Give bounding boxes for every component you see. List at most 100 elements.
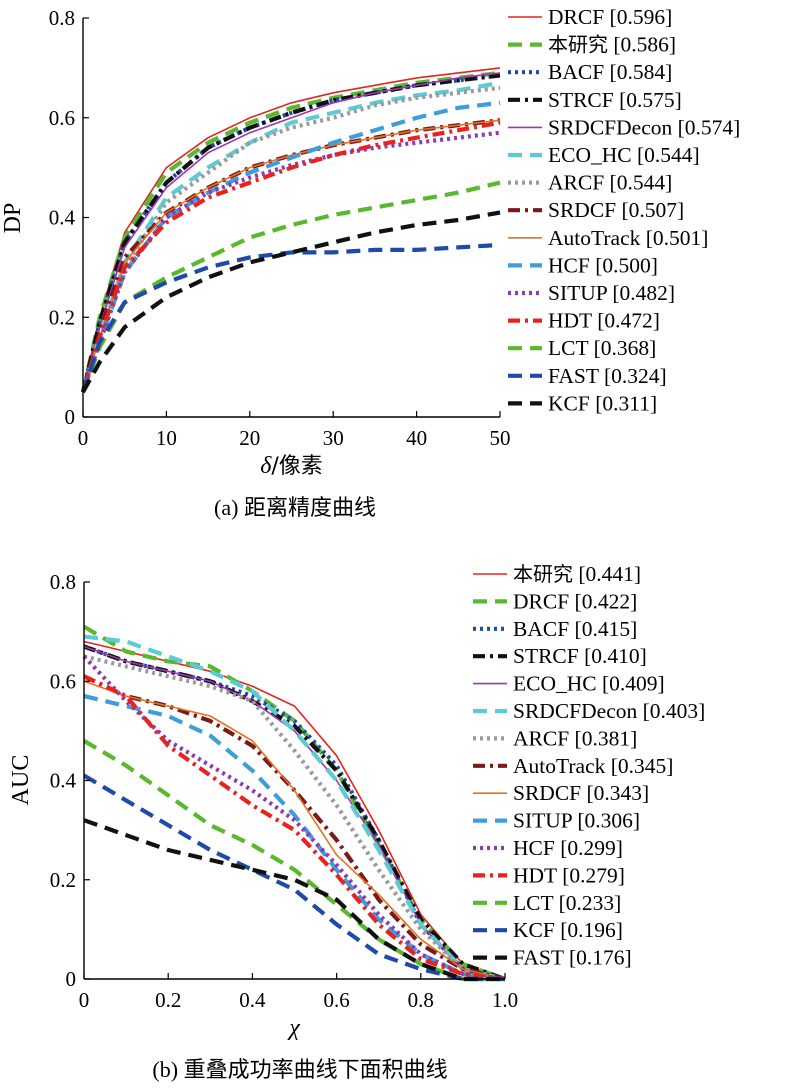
dp-legend-series-name: 本研究 [548, 33, 608, 57]
dp-legend-series-score: [0.501] [640, 226, 708, 250]
dp-series-line-4 [82, 72, 501, 393]
auc-legend-series-name: SRDCFDecon [513, 699, 637, 723]
auc-series-line-9 [83, 694, 506, 982]
auc-series-line-5 [83, 634, 506, 982]
chart-dp: 0 10 20 30 40 50 0 0.2 0.4 0.6 0.8 DP δ/像素 DRCF [0.59… [0, 5, 740, 479]
dp-legend-series-score: [0.574] [672, 115, 740, 139]
dp-legend-series-name: SRDCF [548, 198, 616, 222]
dp-x-tick-label: 0 [78, 426, 89, 450]
auc-series-line-10 [82, 654, 506, 982]
auc-legend-label: DRCF [0.422] [513, 589, 637, 613]
dp-legend-label: HCF [0.500] [548, 253, 658, 277]
auc-series-line-12 [82, 738, 505, 982]
dp-legend-series-name: BACF [548, 60, 604, 84]
auc-legend-series-name: DRCF [513, 589, 569, 613]
dp-legend-label: AutoTrack [0.501] [548, 226, 708, 250]
auc-series-line-8 [83, 680, 506, 980]
auc-legend-series-score: [0.345] [605, 754, 673, 778]
auc-legend-label: AutoTrack [0.345] [513, 754, 673, 778]
dp-legend-series-name: SRDCFDecon [548, 115, 672, 139]
auc-legend-label: STRCF [0.410] [513, 644, 647, 668]
auc-series-line-0 [83, 640, 506, 980]
auc-x-tick-label: 0.4 [239, 988, 266, 1012]
auc-legend-series-score: [0.299] [555, 836, 623, 860]
auc-legend-label: SRDCF [0.343] [513, 781, 649, 805]
auc-legend-label: FAST [0.176] [513, 946, 632, 970]
dp-legend-series-score: [0.596] [604, 5, 672, 29]
auc-legend-series-name: ARCF [513, 726, 569, 750]
auc-x-axis-label: χ [287, 1015, 301, 1041]
dp-legend-label: BACF [0.584] [548, 60, 672, 84]
dp-legend-series-name: ECO_HC [548, 143, 632, 167]
dp-legend-label: SRDCF [0.507] [548, 198, 684, 222]
dp-legend-series-score: [0.482] [607, 281, 675, 305]
dp-legend: DRCF [0.596]本研究 [0.586]BACF [0.584]STRCF… [508, 5, 740, 415]
dp-legend-series-name: DRCF [548, 5, 604, 29]
dp-legend-label: ECO_HC [0.544] [548, 143, 700, 167]
caption-a: (a) 距离精度曲线 [214, 495, 376, 520]
auc-series-line-13 [82, 773, 505, 982]
auc-legend-series-score: [0.279] [557, 863, 625, 887]
auc-legend-series-name: SITUP [513, 809, 573, 833]
auc-series-line-11 [83, 674, 506, 982]
dp-legend-series-score: [0.368] [588, 336, 656, 360]
dp-series-line-0 [82, 67, 501, 393]
dp-legend-series-name: SITUP [548, 281, 608, 305]
dp-legend-series-name: KCF [548, 391, 590, 415]
auc-legend-series-name: HDT [513, 863, 557, 887]
dp-y-tick-label: 0.6 [49, 106, 75, 130]
auc-legend-series-score: [0.306] [572, 809, 640, 833]
auc-legend-series-score: [0.343] [581, 781, 649, 805]
dp-legend-label: SRDCFDecon [0.574] [548, 115, 740, 139]
dp-x-tick-label: 10 [156, 426, 177, 450]
auc-legend-series-score: [0.403] [637, 699, 705, 723]
auc-legend-label: SRDCFDecon [0.403] [513, 699, 705, 723]
auc-series-line-1 [82, 624, 506, 981]
dp-series-line-11 [80, 120, 501, 393]
auc-x-tick-label: 1.0 [492, 988, 518, 1012]
dp-legend-series-score: [0.584] [604, 60, 672, 84]
auc-legend-label: 本研究 [0.441] [513, 562, 641, 586]
auc-series-line-2 [83, 644, 506, 982]
dp-legend-series-name: HDT [548, 309, 592, 333]
dp-legend-label: DRCF [0.596] [548, 5, 672, 29]
dp-legend-series-score: [0.324] [599, 364, 667, 388]
auc-legend-label: ECO_HC [0.409] [513, 672, 665, 696]
auc-series-line-14 [83, 818, 505, 982]
dp-legend-series-name: STRCF [548, 88, 614, 112]
dp-y-tick-label: 0.2 [49, 305, 75, 329]
auc-legend-series-score: [0.410] [579, 644, 647, 668]
auc-legend-label: HDT [0.279] [513, 863, 625, 887]
dp-legend-series-score: [0.500] [590, 253, 658, 277]
dp-series-line-14 [81, 210, 501, 394]
dp-legend-label: ARCF [0.544] [548, 171, 672, 195]
dp-legend-label: HDT [0.472] [548, 309, 660, 333]
dp-series-line-8 [82, 119, 501, 393]
dp-legend-series-name: FAST [548, 364, 599, 388]
dp-legend-series-name: LCT [548, 336, 588, 360]
auc-y-tick-label: 0.8 [50, 570, 76, 594]
auc-legend-series-score: [0.176] [564, 946, 632, 970]
auc-legend-series-score: [0.415] [569, 617, 637, 641]
dp-legend-label: FAST [0.324] [548, 364, 667, 388]
dp-legend-series-score: [0.472] [592, 309, 660, 333]
dp-series-line-1 [80, 70, 501, 393]
dp-legend-label: STRCF [0.575] [548, 88, 682, 112]
auc-legend-label: ARCF [0.381] [513, 726, 637, 750]
dp-legend-series-name: AutoTrack [548, 226, 641, 250]
auc-legend-series-name: 本研究 [513, 562, 573, 586]
dp-x-axis-symbol: δ [260, 453, 272, 479]
dp-series-line-13 [81, 242, 501, 393]
dp-x-tick-label: 20 [239, 426, 260, 450]
dp-x-tick-label: 50 [490, 426, 511, 450]
dp-series-line-7 [80, 118, 501, 393]
auc-legend: 本研究 [0.441]DRCF [0.422]BACF [0.415]STRCF… [473, 562, 705, 970]
dp-legend-label: KCF [0.311] [548, 391, 657, 415]
dp-legend-series-score: [0.544] [632, 143, 700, 167]
dp-series-line-10 [81, 130, 501, 393]
chart-auc: 0 0.2 0.4 0.6 0.8 1.0 0 0.2 0.4 0.6 0.8 AUC χ 本研究 [0.… [8, 562, 705, 1041]
auc-y-axis-label: AUC [8, 755, 34, 806]
auc-legend-series-score: [0.409] [597, 672, 665, 696]
auc-y-tick-label: 0.6 [50, 669, 76, 693]
